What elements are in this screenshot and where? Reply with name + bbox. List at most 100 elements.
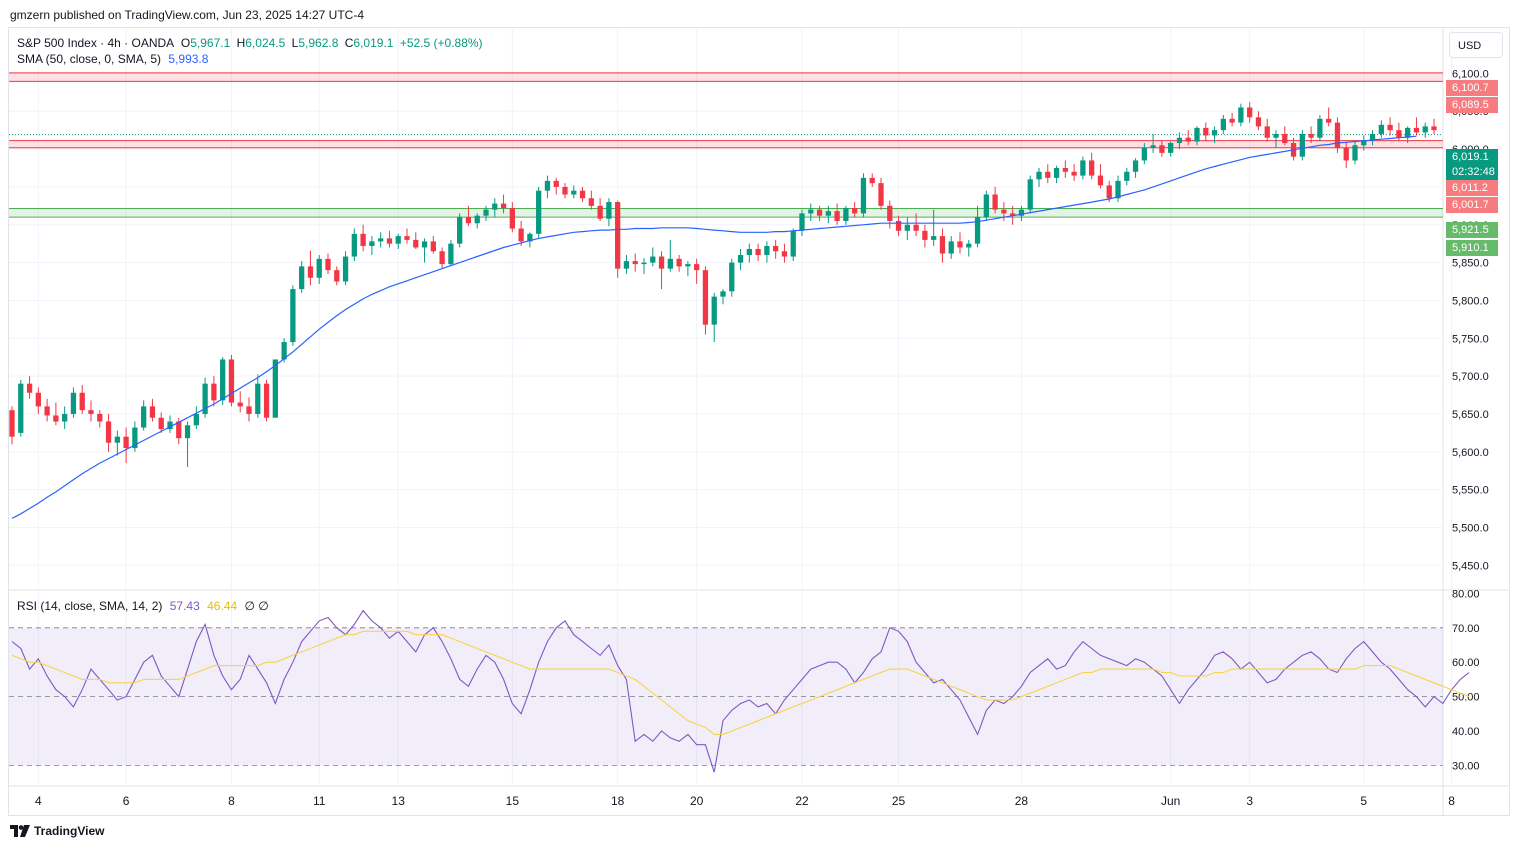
candle-body	[895, 220, 902, 231]
rsi-series-line	[11, 609, 1470, 773]
candle-body	[1317, 118, 1323, 138]
rsi-y-tick-label: 80.00	[1452, 588, 1480, 600]
candle-body	[386, 238, 393, 244]
rsi-extra: ∅ ∅	[244, 599, 269, 613]
candle-body	[193, 413, 199, 426]
candle-body	[1115, 180, 1121, 199]
x-tick-label: Jun	[1161, 794, 1180, 808]
tradingview-logo-text: TradingView	[34, 824, 105, 838]
candle-body	[948, 241, 954, 254]
candle-body	[1405, 127, 1411, 138]
y-tick-label: 5,800.0	[1452, 295, 1489, 307]
candle-body	[781, 251, 788, 257]
price-tag: 6,089.5	[1446, 97, 1498, 113]
candle-body	[325, 258, 331, 271]
candle-body	[1326, 118, 1332, 123]
candle-body	[263, 383, 270, 418]
tradingview-logo-icon	[10, 825, 30, 837]
candle-body	[1176, 137, 1183, 144]
candle-body	[808, 209, 814, 214]
tradingview-logo[interactable]: TradingView	[10, 824, 104, 838]
candle-body	[1001, 209, 1007, 214]
published-header: gmzern published on TradingView.com, Jun…	[10, 8, 364, 22]
candle-body	[1220, 118, 1226, 131]
candle-body	[764, 245, 770, 256]
low-label: L	[291, 36, 299, 50]
candle-body	[132, 427, 138, 448]
candle-body	[650, 256, 656, 263]
candle-body	[272, 359, 278, 418]
candle-body	[1036, 171, 1042, 180]
candle-body	[1273, 133, 1279, 138]
candle-body	[474, 215, 480, 224]
x-tick-label: 5	[1360, 794, 1367, 808]
candle-body	[1229, 118, 1235, 123]
price-tag: 02:32:48	[1446, 164, 1498, 180]
candle-body	[211, 383, 217, 401]
candle-body	[1080, 160, 1086, 176]
candle-body	[518, 228, 524, 242]
candle-body	[88, 410, 94, 414]
candle-body	[1238, 107, 1244, 123]
candle-body	[1255, 117, 1262, 127]
candle-body	[1045, 171, 1051, 178]
candle-body	[457, 217, 463, 244]
candle-body	[1334, 122, 1341, 148]
price-tag: 6,011.2	[1446, 180, 1498, 196]
candle-body	[957, 241, 963, 248]
candle-body	[773, 245, 779, 252]
candle-body	[869, 177, 875, 184]
candle-body	[1124, 171, 1130, 181]
candle-body	[299, 266, 305, 290]
symbol-title[interactable]: S&P 500 Index · 4h · OANDA	[17, 36, 174, 50]
x-tick-label: 15	[506, 794, 520, 808]
x-tick-label: 13	[392, 794, 406, 808]
high-label: H	[236, 36, 246, 50]
currency-button[interactable]: USD	[1449, 32, 1503, 58]
candle-body	[843, 208, 849, 221]
y-tick-label: 5,650.0	[1452, 409, 1489, 421]
candle-body	[597, 205, 603, 219]
candle-body	[316, 258, 322, 278]
candle-body	[334, 270, 340, 282]
candle-body	[237, 402, 243, 407]
candle-body	[1308, 133, 1314, 138]
candle-body	[1150, 145, 1156, 148]
resistance-zone	[9, 140, 1443, 148]
x-tick-label: 11	[313, 794, 326, 808]
candle-body	[860, 177, 867, 214]
candle-body	[1018, 209, 1025, 216]
candle-body	[711, 296, 717, 325]
candle-body	[1027, 179, 1033, 210]
y-tick-label: 5,850.0	[1452, 258, 1489, 270]
candle-body	[1378, 124, 1384, 134]
candle-body	[246, 406, 252, 414]
x-tick-label: 3	[1246, 794, 1253, 808]
y-tick-label: 5,600.0	[1452, 447, 1489, 459]
candle-body	[983, 194, 989, 218]
candle-body	[615, 202, 621, 269]
y-tick-label: 5,500.0	[1452, 522, 1489, 534]
candle-body	[1352, 145, 1358, 161]
main-legend: S&P 500 Index · 4h · OANDA O5,967.1 H6,0…	[17, 35, 483, 67]
rsi-label[interactable]: RSI (14, close, SMA, 14, 2)	[17, 599, 163, 613]
x-tick-label: 20	[690, 794, 704, 808]
price-tag: 6,019.1	[1446, 149, 1498, 165]
candle-body	[588, 198, 594, 206]
sma-line	[11, 135, 1417, 519]
candle-body	[632, 261, 638, 265]
candle-body	[1168, 143, 1174, 153]
candle-body	[465, 217, 472, 224]
candle-body	[97, 413, 103, 422]
open-label: O	[180, 36, 191, 50]
candle-body	[1387, 124, 1393, 131]
candle-body	[509, 208, 515, 229]
candle-body	[1089, 160, 1095, 176]
candle-body	[1071, 171, 1077, 176]
x-tick-label: 25	[892, 794, 906, 808]
candle-body	[878, 183, 884, 206]
sma-label[interactable]: SMA (50, close, 0, SMA, 5)	[17, 52, 162, 66]
candle-body	[421, 241, 428, 248]
candle-body	[18, 383, 24, 433]
